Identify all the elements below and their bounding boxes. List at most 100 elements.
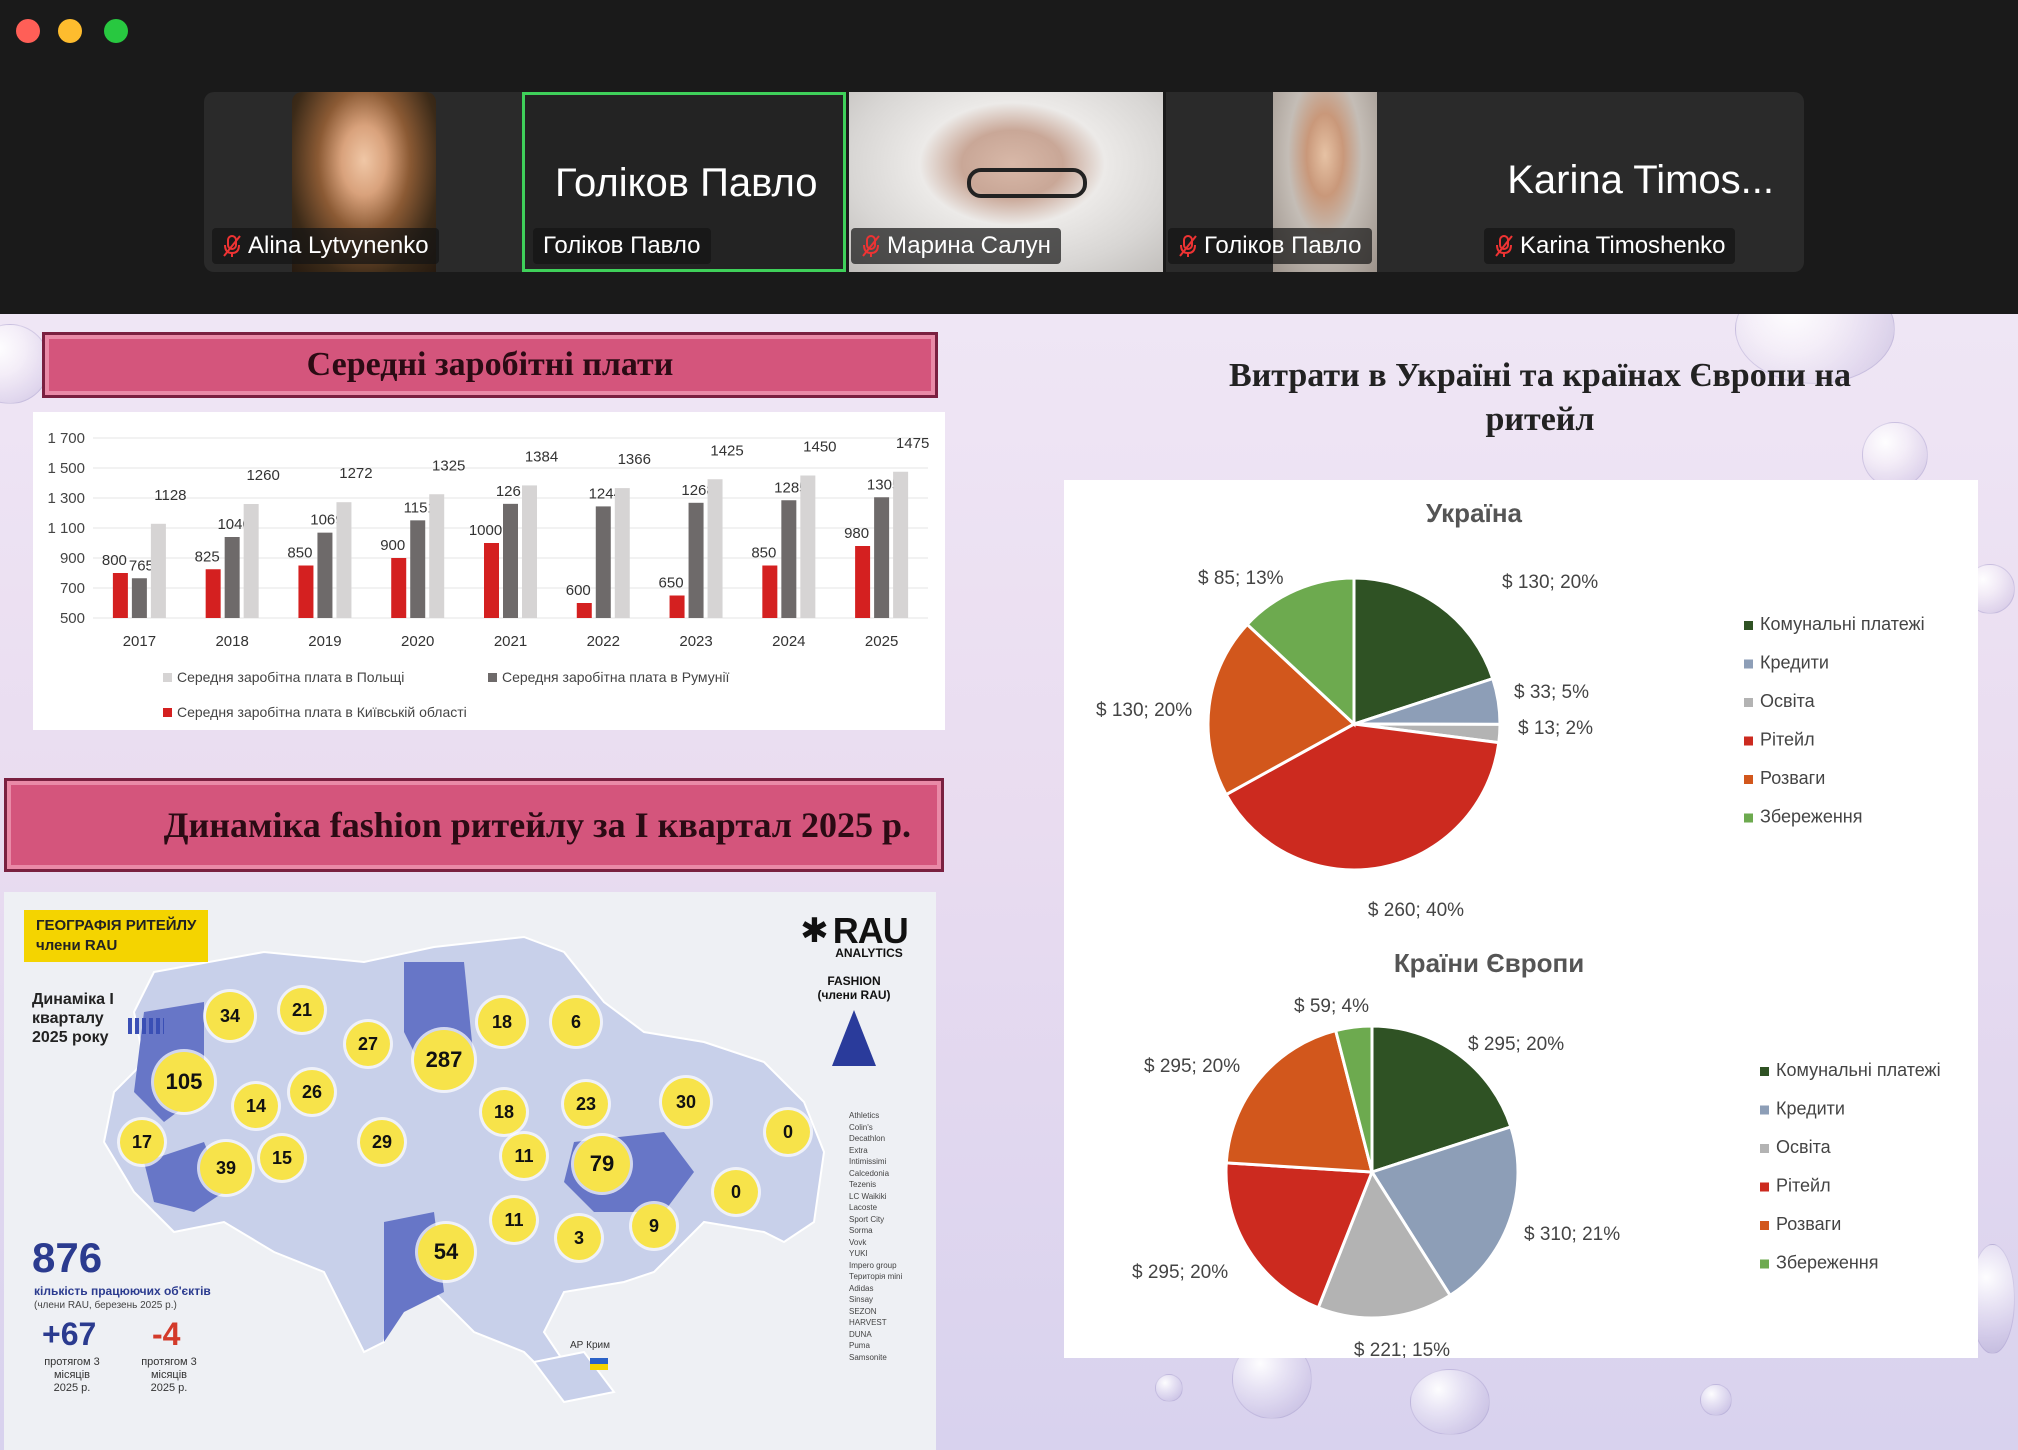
bar-value-label: 1325 (432, 457, 465, 474)
participant-tile-5[interactable]: Karina Timos... Karina Timoshenko (1484, 92, 1804, 272)
bar-value-label: 600 (566, 582, 591, 599)
decor-bubble (1155, 1374, 1183, 1402)
legend-label: Середня заробітна плата в Київській обла… (177, 704, 467, 720)
close-window-button[interactable] (16, 19, 40, 43)
region-pin: 3 (557, 1216, 601, 1260)
legend-swatch (1744, 813, 1753, 823)
x-tick-label: 2018 (215, 633, 248, 650)
pie-title: Україна (1426, 498, 1523, 528)
y-tick-label: 1 700 (47, 430, 85, 447)
participant-name: Марина Салун (887, 232, 1051, 259)
minimize-window-button[interactable] (58, 19, 82, 43)
bar-value-label: 650 (659, 575, 684, 592)
brand-list-item: SEZON (849, 1306, 877, 1316)
decor-bubble (1862, 422, 1928, 488)
region-pin: 105 (154, 1052, 214, 1112)
participant-display-name: Голіков Павло (555, 161, 818, 205)
brand-list-item: DUNA (849, 1329, 872, 1339)
bar-poland (243, 504, 259, 618)
region-pin: 15 (260, 1136, 304, 1180)
region-pin: 9 (632, 1204, 676, 1248)
pie-data-label: $ 59; 4% (1294, 996, 1369, 1017)
bar-poland (893, 471, 909, 618)
participant-tile-1[interactable]: Alina Lytvynenko (204, 92, 522, 272)
brand-list-item: Adidas (849, 1283, 874, 1293)
x-tick-label: 2023 (679, 633, 712, 650)
legend-label: Розваги (1760, 768, 1825, 788)
bar-kyiv (484, 543, 499, 618)
bar-poland (800, 475, 816, 618)
legend-swatch (1760, 1105, 1769, 1115)
region-pin: 79 (574, 1136, 630, 1192)
rau-brand-sub: ANALYTICS (835, 946, 903, 960)
brand-list-item: LC Waikiki (849, 1191, 887, 1201)
bar-value-label: 1268 (681, 482, 714, 499)
bar-romania (131, 578, 147, 618)
region-pin: 21 (280, 988, 324, 1032)
bar-value-label: 1261 (496, 483, 529, 500)
bar-value-label: 1260 (246, 467, 279, 484)
pie-slice-eu-2 (1316, 1168, 1453, 1320)
bar-romania (224, 537, 240, 618)
brand-list-item: Sport City (849, 1214, 885, 1224)
region-pin: 27 (346, 1022, 390, 1066)
decor-bubble (1700, 1384, 1732, 1416)
legend-label: Освіта (1776, 1137, 1832, 1157)
pie-slice-eu-4 (1224, 1028, 1374, 1174)
legend-label: Рітейл (1760, 730, 1815, 750)
total-caption: кількість працюючих об'єктів (34, 1284, 211, 1298)
meeting-top-bar: Alina Lytvynenko Голіков Павло Голіков П… (0, 0, 2018, 314)
y-tick-label: 700 (60, 580, 85, 597)
brand-list-item: Samsonite (849, 1352, 887, 1362)
bar-romania (688, 502, 704, 618)
participant-tile-2[interactable]: Голіков Павло Голіков Павло (522, 92, 846, 272)
legend-label: Кредити (1776, 1099, 1845, 1119)
region-pin: 14 (234, 1084, 278, 1128)
participant-tile-4[interactable]: Голіков Павло (1166, 92, 1484, 272)
brand-list-item: Calcedonia (849, 1168, 890, 1178)
bar-value-label: 1000 (469, 522, 502, 539)
mic-off-icon (222, 234, 242, 258)
pie-slice-eu-3 (1224, 1161, 1375, 1310)
brand-list-item: Vovk (849, 1237, 867, 1247)
fashion-sub: (члени RAU) (817, 988, 891, 1002)
bar-romania (317, 532, 333, 618)
participant-name: Голіков Павло (1204, 232, 1362, 259)
y-tick-label: 500 (60, 610, 85, 627)
salary-title: Середні заробітні плати (306, 346, 674, 383)
brand-list-item: Lacoste (849, 1203, 878, 1212)
pie-data-label: $ 295; 20% (1132, 1262, 1228, 1283)
region-pin: 39 (200, 1142, 252, 1194)
bar-poland (522, 485, 537, 618)
participant-display-name: Karina Timos... (1507, 158, 1774, 202)
dynamics-arrow-icon (128, 1018, 164, 1034)
legend-label: Комунальні платежі (1776, 1060, 1941, 1080)
bar-romania (410, 520, 426, 618)
brand-list-item: Decathlon (849, 1134, 886, 1143)
region-pin: 34 (206, 992, 254, 1040)
bar-value-label: 825 (195, 548, 220, 565)
bar-kyiv (391, 558, 407, 618)
bar-poland (614, 488, 630, 618)
region-pin: 11 (492, 1198, 536, 1242)
brand-list-item: Intimissimi (849, 1157, 887, 1166)
bar-poland (429, 494, 445, 618)
bar-value-label: 1475 (896, 435, 929, 452)
x-tick-label: 2019 (308, 633, 341, 650)
region-pin: 23 (564, 1082, 608, 1126)
zoom-window-button[interactable] (104, 19, 128, 43)
bar-poland (336, 502, 352, 618)
participant-tile-3[interactable]: Марина Салун (849, 92, 1163, 272)
plus-caption: протягом 3 місяців 2025 р. (44, 1356, 100, 1394)
pie-slice-ua-0 (1352, 576, 1495, 727)
participant-name-tag: Голіков Павло (1168, 228, 1372, 264)
bar-kyiv (298, 565, 314, 618)
region-pin: 11 (502, 1134, 546, 1178)
pie-slice-eu-1 (1369, 1124, 1520, 1298)
brand-list-item: YUKI (849, 1249, 868, 1258)
bar-romania (781, 500, 797, 618)
brand-list-item: Tezenis (849, 1180, 877, 1189)
legend-label: Рітейл (1776, 1176, 1831, 1196)
y-tick-label: 1 100 (47, 520, 85, 537)
map-badge-title: ГЕОГРАФІЯ РИТЕЙЛУ (36, 917, 197, 934)
